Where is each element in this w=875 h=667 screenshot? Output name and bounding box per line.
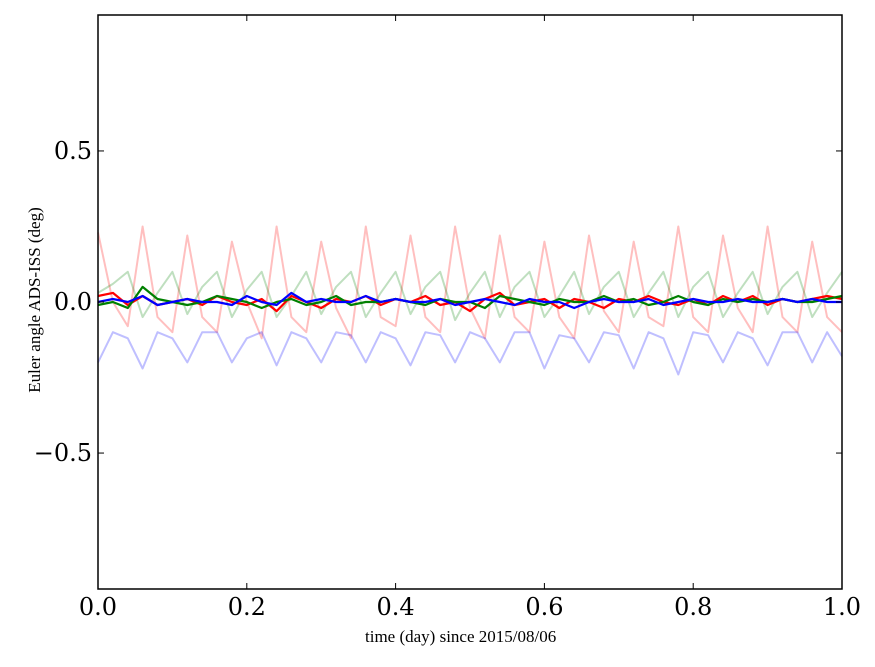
y-axis-label: Euler angle ADS-ISS (deg) xyxy=(25,207,44,393)
series-line-3 xyxy=(97,331,843,376)
series-line-6 xyxy=(97,291,842,310)
y-tick-label: 0.0 xyxy=(54,288,92,316)
x-tick-label: 0.4 xyxy=(377,593,415,621)
x-tick-label: 0.8 xyxy=(674,593,712,621)
x-tick-label: 0.0 xyxy=(79,593,117,621)
x-tick-label: 0.2 xyxy=(228,593,266,621)
series-line-1 xyxy=(97,225,843,340)
x-axis-label: time (day) since 2015/08/06 xyxy=(365,627,557,646)
series-layer xyxy=(97,225,843,376)
x-tick-label: 0.6 xyxy=(525,593,563,621)
y-tick-label: −0.5 xyxy=(34,439,92,467)
ticks-layer: 0.0 0.2 0.4 0.6 0.8 1.0 0.5 0.0 −0.5 xyxy=(34,15,861,621)
y-tick-label: 0.5 xyxy=(54,137,92,165)
x-tick-label: 1.0 xyxy=(823,593,861,621)
series-line-2 xyxy=(97,270,843,322)
